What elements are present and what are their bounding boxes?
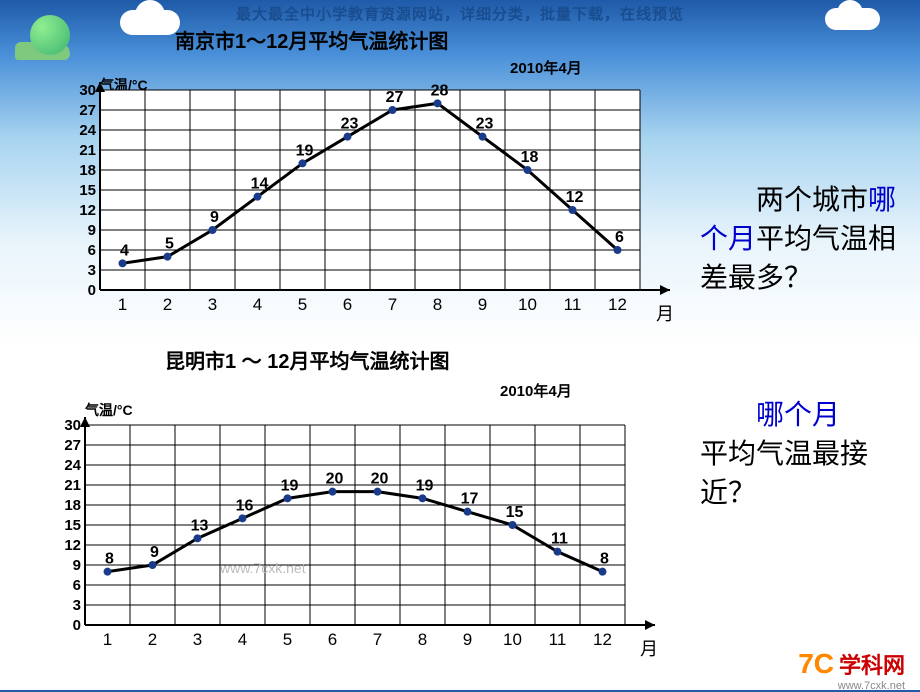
svg-text:20: 20 bbox=[326, 471, 344, 488]
svg-text:24: 24 bbox=[64, 457, 81, 474]
svg-text:12: 12 bbox=[593, 630, 612, 649]
logo-text: 学科网 bbox=[839, 648, 905, 680]
svg-text:21: 21 bbox=[64, 477, 81, 494]
svg-text:8: 8 bbox=[418, 630, 427, 649]
svg-text:11: 11 bbox=[564, 295, 582, 314]
svg-text:19: 19 bbox=[416, 477, 434, 494]
svg-text:11: 11 bbox=[551, 531, 568, 548]
q2-blue: 哪个月 bbox=[700, 395, 840, 434]
svg-text:16: 16 bbox=[236, 497, 254, 514]
chart2-title: 昆明市1 ～ 12月平均气温统计图 bbox=[165, 345, 449, 374]
svg-text:20: 20 bbox=[371, 471, 389, 488]
svg-text:5: 5 bbox=[165, 236, 174, 253]
svg-text:3: 3 bbox=[88, 262, 96, 279]
svg-text:8: 8 bbox=[105, 551, 114, 568]
svg-text:30: 30 bbox=[79, 82, 96, 99]
svg-text:11: 11 bbox=[549, 630, 567, 649]
svg-text:7: 7 bbox=[373, 630, 382, 649]
logo-url: www.7cxk.net bbox=[838, 680, 905, 692]
svg-text:27: 27 bbox=[64, 437, 81, 454]
svg-text:24: 24 bbox=[79, 122, 96, 139]
svg-text:9: 9 bbox=[73, 557, 81, 574]
svg-text:4: 4 bbox=[120, 242, 129, 259]
svg-text:6: 6 bbox=[343, 295, 352, 314]
logo-7c: 7C bbox=[798, 648, 834, 680]
svg-text:17: 17 bbox=[461, 491, 479, 508]
svg-text:2: 2 bbox=[163, 295, 172, 314]
svg-text:4: 4 bbox=[253, 295, 262, 314]
svg-text:15: 15 bbox=[79, 182, 96, 199]
banner-text: 最大最全中小学教育资源网站，详细分类，批量下载，在线预览 bbox=[0, 3, 920, 24]
svg-text:5: 5 bbox=[283, 630, 292, 649]
chart1-title: 南京市1～12月平均气温统计图 bbox=[175, 25, 448, 54]
chart2-plot: 3691215182124273001234567891011128913161… bbox=[57, 410, 695, 653]
svg-text:1: 1 bbox=[118, 295, 127, 314]
svg-text:2: 2 bbox=[148, 630, 157, 649]
svg-text:12: 12 bbox=[79, 202, 96, 219]
svg-text:27: 27 bbox=[79, 102, 96, 119]
svg-text:21: 21 bbox=[79, 142, 96, 159]
question2: 哪个月平均气温最接近？ bbox=[700, 395, 910, 513]
svg-text:6: 6 bbox=[88, 242, 96, 259]
watermark-text: www.7cxk.net bbox=[220, 560, 306, 576]
svg-text:10: 10 bbox=[503, 630, 522, 649]
svg-text:23: 23 bbox=[476, 116, 494, 133]
svg-text:18: 18 bbox=[521, 149, 539, 166]
svg-text:3: 3 bbox=[208, 295, 217, 314]
logo: 7C 学科网 bbox=[798, 648, 905, 680]
svg-text:6: 6 bbox=[615, 229, 624, 246]
svg-text:18: 18 bbox=[79, 162, 96, 179]
svg-text:9: 9 bbox=[463, 630, 472, 649]
svg-text:5: 5 bbox=[298, 295, 307, 314]
svg-text:3: 3 bbox=[73, 597, 81, 614]
svg-text:3: 3 bbox=[193, 630, 202, 649]
svg-text:28: 28 bbox=[431, 82, 449, 99]
svg-text:12: 12 bbox=[64, 537, 81, 554]
svg-text:8: 8 bbox=[433, 295, 442, 314]
chart2-date: 2010年4月 bbox=[500, 380, 572, 401]
svg-text:18: 18 bbox=[64, 497, 81, 514]
svg-text:0: 0 bbox=[73, 617, 81, 634]
svg-text:4: 4 bbox=[238, 630, 247, 649]
svg-text:12: 12 bbox=[608, 295, 627, 314]
svg-text:10: 10 bbox=[518, 295, 537, 314]
svg-text:9: 9 bbox=[478, 295, 487, 314]
svg-text:9: 9 bbox=[210, 209, 219, 226]
q1-pre: 两个城市 bbox=[700, 180, 868, 219]
svg-text:12: 12 bbox=[566, 189, 584, 206]
svg-text:15: 15 bbox=[64, 517, 81, 534]
svg-text:9: 9 bbox=[88, 222, 96, 239]
svg-text:13: 13 bbox=[191, 517, 209, 534]
question1: 两个城市哪个月平均气温相差最多？ bbox=[700, 180, 910, 298]
svg-text:0: 0 bbox=[88, 282, 96, 299]
svg-text:6: 6 bbox=[73, 577, 81, 594]
q2-post: 平均气温最接近？ bbox=[700, 438, 868, 508]
svg-text:7: 7 bbox=[388, 295, 397, 314]
svg-text:14: 14 bbox=[251, 176, 269, 193]
svg-text:1: 1 bbox=[103, 630, 112, 649]
chart1-plot: 3691215182124273001234567891011124591419… bbox=[72, 75, 710, 318]
svg-text:27: 27 bbox=[386, 89, 404, 106]
svg-text:19: 19 bbox=[296, 142, 314, 159]
svg-text:19: 19 bbox=[281, 477, 299, 494]
svg-text:15: 15 bbox=[506, 504, 524, 521]
svg-text:23: 23 bbox=[341, 116, 359, 133]
svg-text:9: 9 bbox=[150, 544, 159, 561]
svg-text:6: 6 bbox=[328, 630, 337, 649]
svg-text:30: 30 bbox=[64, 417, 81, 434]
svg-text:8: 8 bbox=[600, 551, 609, 568]
